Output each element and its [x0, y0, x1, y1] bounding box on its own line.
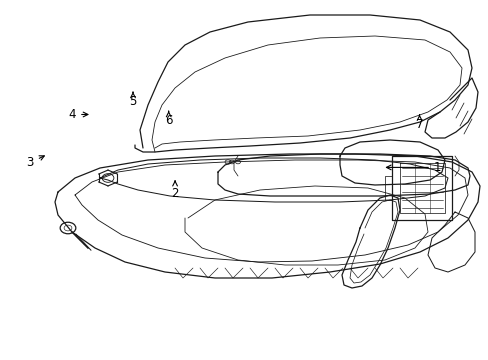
Text: 1: 1: [386, 161, 441, 174]
Text: 4: 4: [68, 108, 88, 121]
Text: 5: 5: [129, 92, 137, 108]
Text: 6: 6: [164, 111, 172, 127]
Text: 7: 7: [415, 115, 423, 131]
Text: 3: 3: [26, 156, 44, 169]
Text: 2: 2: [171, 181, 179, 200]
